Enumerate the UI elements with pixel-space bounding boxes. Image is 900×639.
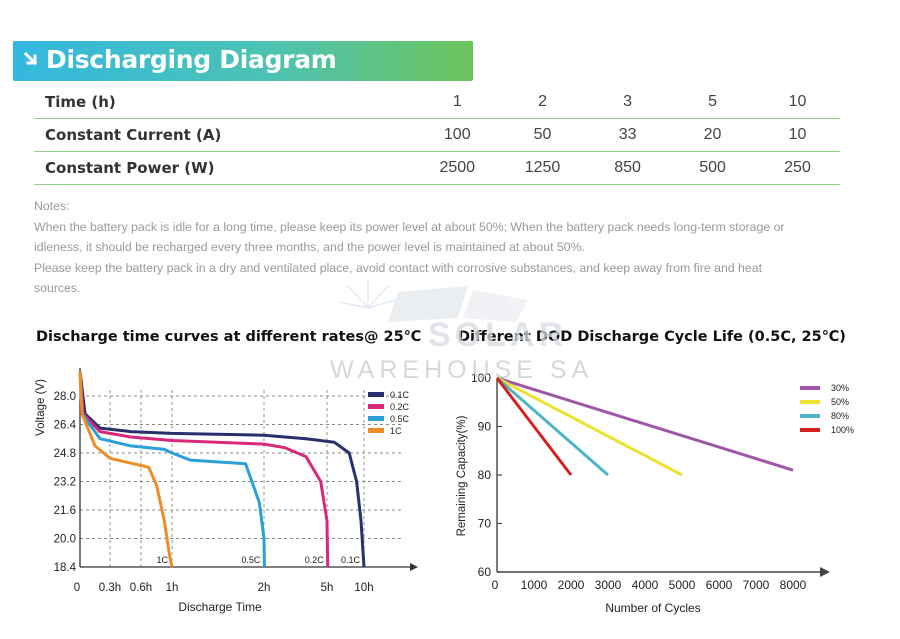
legend-swatch	[800, 414, 820, 418]
row-label: Time (h)	[34, 86, 415, 119]
y-tick-label: 24.8	[54, 448, 76, 460]
legend-label: 0.1C	[390, 390, 410, 400]
x-axis-arrow	[410, 563, 418, 571]
table-cell: 10	[755, 118, 840, 152]
x-tick-label: 5h	[321, 582, 334, 594]
arrow-down-right-icon	[23, 51, 38, 66]
legend-label: 50%	[831, 397, 849, 407]
series-line-dod-50	[496, 376, 683, 477]
table-cell: 20	[670, 118, 756, 152]
legend-swatch	[368, 392, 384, 397]
discharge-spec-table: Time (h) 1 2 3 5 10 Constant Current (A)…	[34, 86, 840, 185]
series-line-dod-80	[496, 376, 609, 477]
table-cell: 1	[414, 86, 500, 119]
notes-line: Please keep the battery pack in a dry an…	[34, 260, 762, 275]
cycle-life-title: Different DOD Discharge Cycle Life (0.5C…	[458, 329, 846, 345]
y-tick-label: 18.4	[54, 562, 77, 574]
table-cell: 10	[755, 86, 840, 119]
legend-swatch	[368, 428, 384, 433]
table-cell: 50	[499, 118, 586, 152]
x-axis-label: Discharge Time	[178, 600, 262, 614]
row-label: Constant Current (A)	[34, 118, 415, 152]
page-title: Discharging Diagram	[46, 45, 337, 74]
series-line-0p2C	[78, 370, 330, 568]
series-end-label: 0.2C	[305, 555, 325, 565]
x-tick-label: 0.6h	[130, 582, 152, 594]
legend-label: 0.5C	[390, 414, 410, 424]
legend-label: 1C	[390, 426, 402, 436]
x-tick-label: 3000	[595, 578, 622, 592]
y-tick-label: 60	[478, 565, 492, 579]
series-line-0p5C	[78, 371, 266, 568]
y-axis-label: Remaining Capacity(%)	[456, 415, 468, 536]
y-tick-label: 80	[478, 468, 492, 482]
series-line-1C	[78, 371, 174, 568]
legend-label: 80%	[831, 411, 849, 421]
y-tick-label: 20.0	[54, 534, 76, 546]
x-tick-label: 10h	[354, 582, 373, 594]
y-tick-label: 26.4	[54, 420, 77, 432]
x-tick-label: 1h	[166, 582, 179, 594]
table-cell: 3	[585, 86, 671, 119]
table-row: Time (h) 1 2 3 5 10	[34, 86, 840, 119]
table-cell: 500	[670, 151, 756, 185]
legend-swatch	[368, 416, 384, 421]
series-end-label: 0.5C	[241, 555, 261, 565]
x-tick-label: 7000	[743, 578, 770, 592]
table-cell: 2500	[414, 151, 500, 185]
table-row: Constant Current (A) 100 50 33 20 10	[34, 118, 840, 152]
series-end-label: 1C	[156, 555, 168, 565]
y-axis-label: Voltage (V)	[35, 379, 47, 436]
table-cell: 2	[499, 86, 586, 119]
notes-line: sources.	[34, 281, 81, 295]
table-cell: 5	[670, 86, 756, 119]
table-row: Constant Power (W) 2500 1250 850 500 250	[34, 151, 840, 185]
y-tick-label: 70	[478, 517, 492, 531]
x-axis-label: Number of Cycles	[605, 601, 700, 615]
row-label: Constant Power (W)	[34, 151, 415, 185]
y-tick-label: 23.2	[54, 477, 76, 489]
y-tick-label: 100	[471, 371, 491, 385]
x-tick-label: 6000	[706, 578, 733, 592]
discharge-curve-chart: 28.0 26.4 24.8 23.2 21.6 20.0 18.4 0 0.3h 0.6h 1h 2…	[35, 368, 418, 614]
y-tick-label: 28.0	[54, 391, 76, 403]
discharge-curve-title: Discharge time curves at different rates…	[36, 329, 422, 345]
title-banner	[13, 41, 473, 81]
series-line-0p1C	[78, 370, 366, 568]
x-tick-label: 0.3h	[99, 582, 121, 594]
notes-heading: Notes:	[34, 199, 70, 213]
table-cell: 100	[414, 118, 500, 152]
notes-block: Notes: When the battery pack is idle for…	[34, 196, 854, 299]
notes-line: When the battery pack is idle for a long…	[34, 219, 785, 234]
x-tick-label: 8000	[780, 578, 807, 592]
legend-swatch	[800, 400, 820, 404]
x-tick-label: 5000	[669, 578, 696, 592]
legend-label: 0.2C	[390, 402, 410, 412]
notes-line: idleness, it should be recharged every t…	[34, 240, 585, 254]
table-cell: 850	[585, 151, 671, 185]
y-tick-label: 90	[478, 420, 492, 434]
x-tick-label: 0	[74, 582, 80, 594]
x-tick-label: 4000	[632, 578, 659, 592]
table-cell: 1250	[499, 151, 586, 185]
x-tick-label: 2000	[558, 578, 585, 592]
legend-swatch	[800, 428, 820, 432]
legend-swatch	[368, 404, 384, 409]
x-tick-label: 1000	[521, 578, 548, 592]
table-cell: 33	[585, 118, 671, 152]
x-axis-arrow	[820, 567, 830, 577]
series-line-dod-100	[495, 377, 573, 476]
x-tick-label: 0	[492, 578, 499, 592]
legend-swatch	[800, 386, 820, 390]
series-line-dod-30	[496, 376, 794, 472]
y-tick-label: 21.6	[54, 505, 76, 517]
table-cell: 250	[755, 151, 840, 185]
series-end-label: 0.1C	[341, 555, 361, 565]
x-tick-label: 2h	[258, 582, 271, 594]
legend-label: 100%	[831, 425, 854, 435]
legend-label: 30%	[831, 383, 849, 393]
